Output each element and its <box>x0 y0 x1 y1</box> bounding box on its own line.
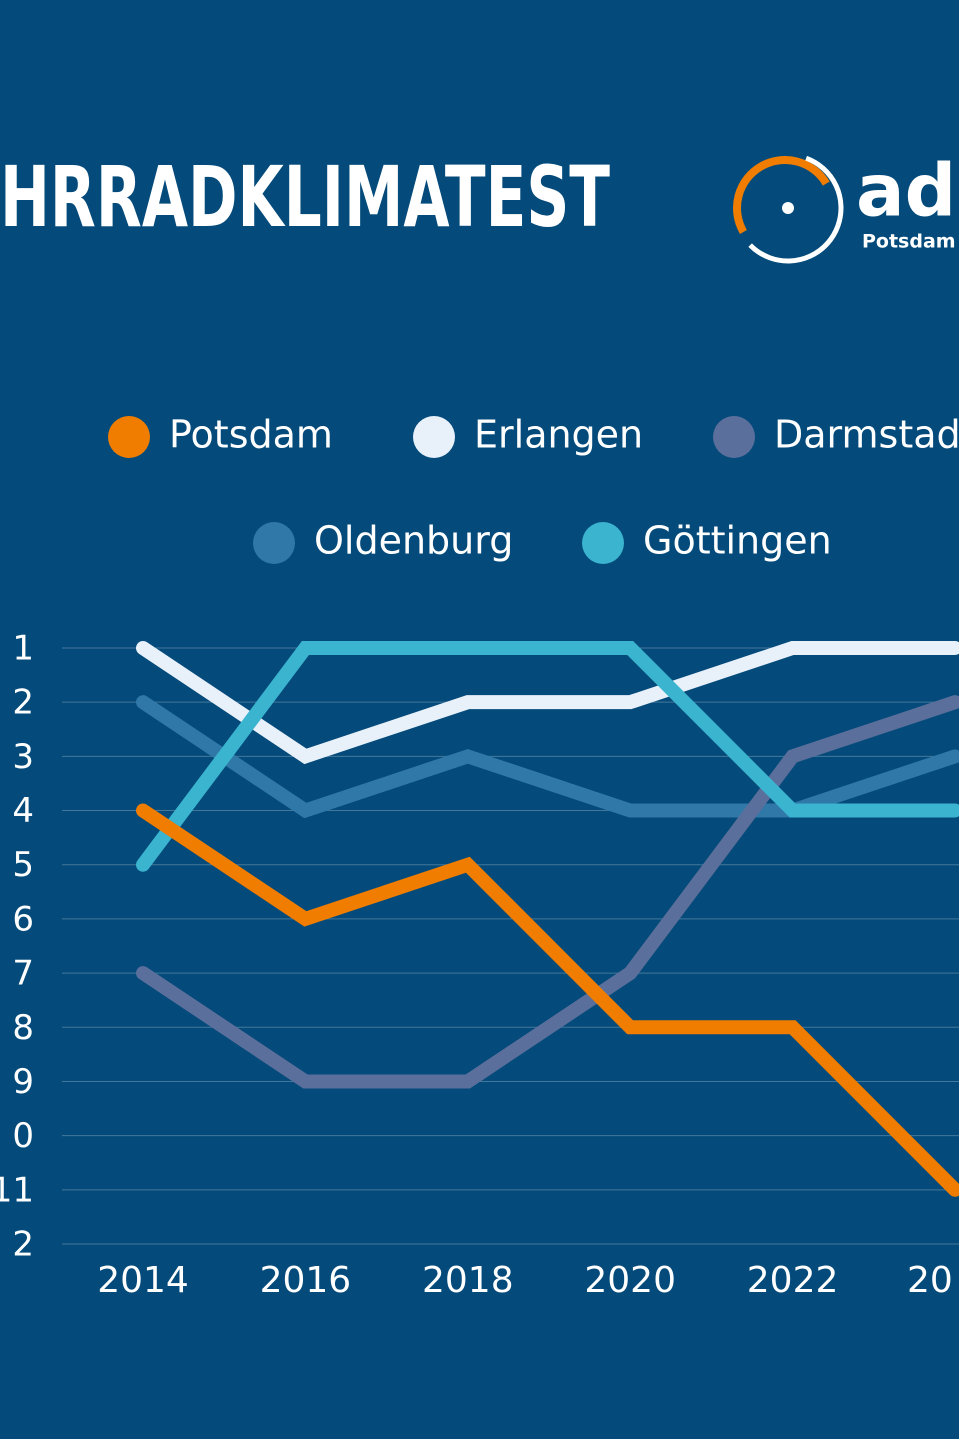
legend-swatch <box>413 416 455 458</box>
y-tick-label: 4 <box>12 791 34 831</box>
x-tick-label: 20 <box>907 1260 953 1301</box>
logo-text: ad <box>856 149 956 233</box>
y-tick-label: 0 <box>12 1116 34 1156</box>
logo-subtext: Potsdam <box>862 231 956 253</box>
legend-swatch <box>253 522 295 564</box>
y-tick-label: 3 <box>12 737 34 777</box>
legend-swatch <box>582 522 624 564</box>
legend-label: Oldenburg <box>314 519 513 563</box>
y-tick-label: 9 <box>12 1062 34 1102</box>
y-tick-label: 8 <box>12 1008 34 1048</box>
x-tick-label: 2014 <box>97 1260 189 1301</box>
series-line <box>136 695 959 819</box>
x-tick-label: 2018 <box>422 1260 514 1301</box>
legend-label: Potsdam <box>169 413 333 457</box>
logo-dot <box>782 202 794 214</box>
series-line <box>136 641 959 872</box>
logo-ring <box>732 152 844 264</box>
y-tick-label: 7 <box>12 954 34 994</box>
legend-label: Göttingen <box>643 519 832 563</box>
series-line <box>136 641 959 765</box>
legend-label: Darmstadt <box>774 413 959 457</box>
legend-swatch <box>108 416 150 458</box>
y-tick-label: 11 <box>0 1170 34 1210</box>
y-tick-label: 6 <box>12 899 34 939</box>
chart-title: HRRADKLIMATEST <box>0 148 610 246</box>
logo: ad Potsdam <box>732 149 956 264</box>
y-tick-label: 5 <box>12 845 34 885</box>
x-tick-label: 2016 <box>260 1260 352 1301</box>
series-line <box>136 695 959 1089</box>
x-tick-label: 2022 <box>747 1260 839 1301</box>
legend-label: Erlangen <box>474 413 643 457</box>
series-line <box>136 803 959 1197</box>
legend-swatch <box>713 416 755 458</box>
logo-arc <box>733 156 837 260</box>
y-tick-label: 2 <box>12 1225 34 1265</box>
y-tick-label: 1 <box>12 629 34 669</box>
y-tick-label: 2 <box>12 683 34 723</box>
x-tick-label: 2020 <box>584 1260 676 1301</box>
